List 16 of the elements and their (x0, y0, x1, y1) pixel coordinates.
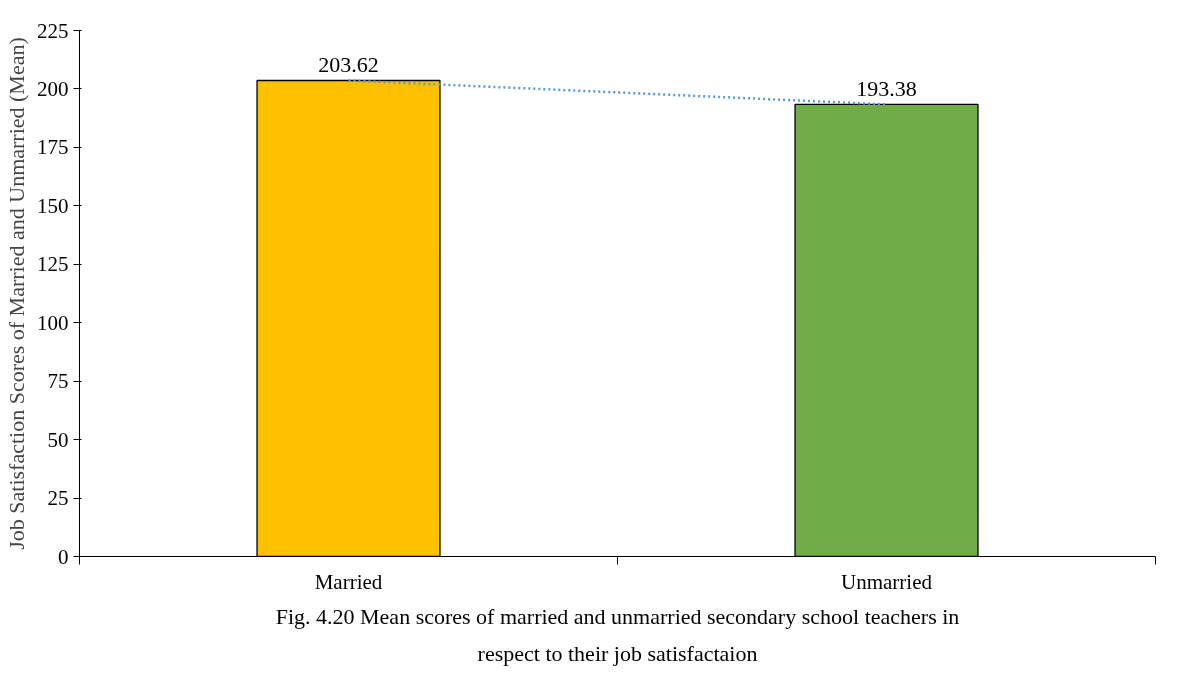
y-tick-label: 150 (37, 193, 69, 218)
y-tick-label: 75 (47, 369, 69, 394)
data-label: 193.38 (856, 76, 917, 102)
y-tick-label: 225 (37, 18, 69, 43)
y-tick-label: 125 (37, 252, 69, 277)
y-tick-label: 200 (37, 76, 69, 101)
y-axis-title: Job Satisfaction Scores of Married and Unmarried (Mean) (4, 37, 29, 550)
y-tick-label: 0 (58, 544, 69, 569)
y-tick-label: 175 (37, 135, 69, 160)
x-tick-label: Married (314, 569, 383, 594)
y-tick-label: 25 (47, 486, 69, 511)
y-tick-label: 100 (37, 310, 69, 335)
caption: Fig. 4.20 Mean scores of married and unmarried secondary school teachers in respect to their job satisfactaion (275, 603, 960, 666)
data-label: 203.62 (318, 52, 379, 78)
y-tick-label: 50 (47, 427, 69, 452)
x-tick-label: Unmarried (841, 569, 933, 594)
